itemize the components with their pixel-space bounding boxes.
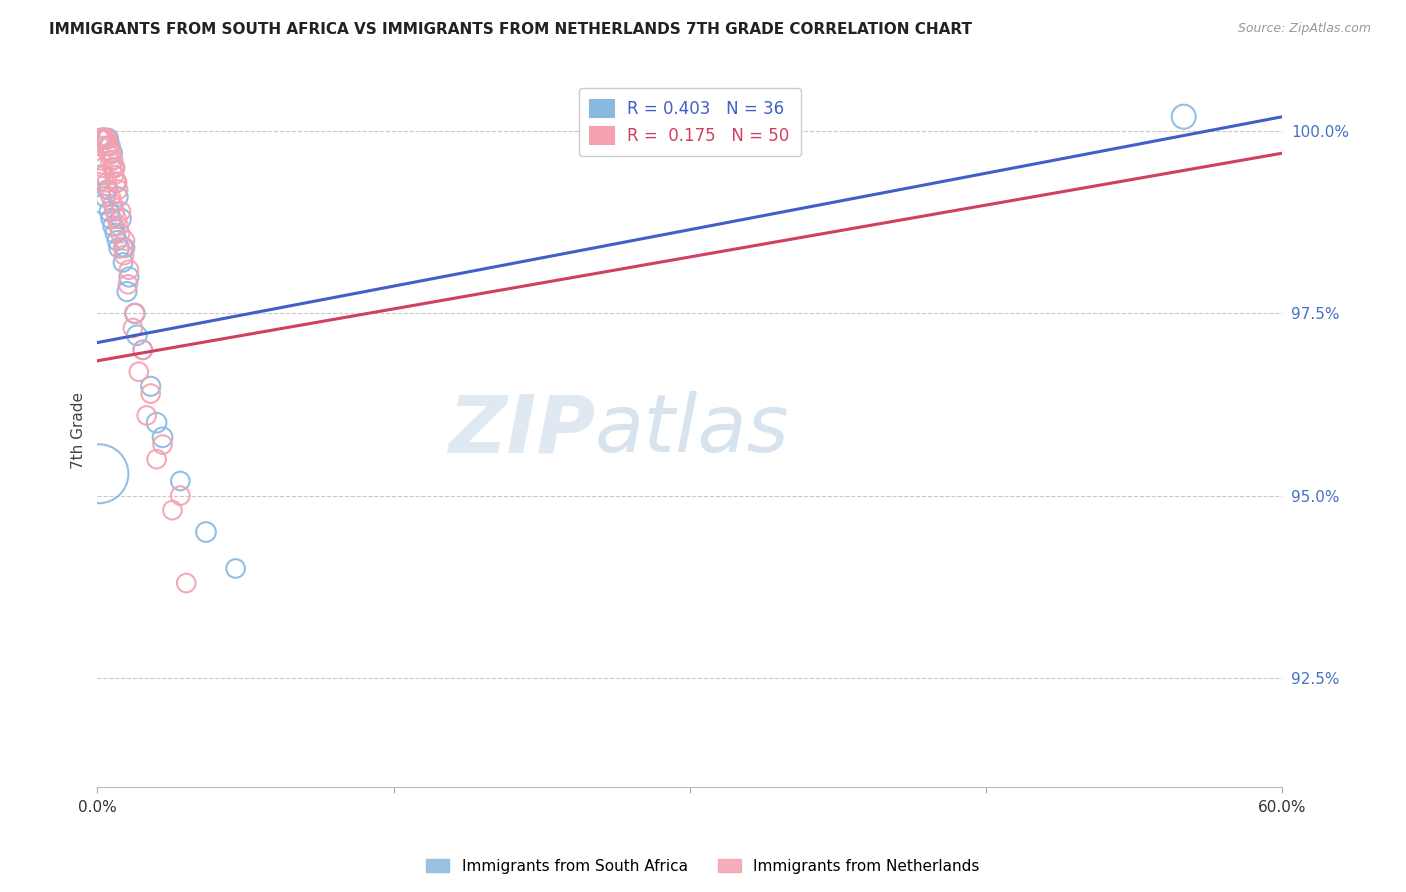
Point [105, 175, 128, 189]
Point [94, 190, 117, 204]
Point [152, 430, 174, 444]
Point [97, 183, 120, 197]
Legend: Immigrants from South Africa, Immigrants from Netherlands: Immigrants from South Africa, Immigrants… [420, 853, 986, 880]
Point [87, 467, 110, 481]
Point [108, 241, 131, 255]
Point [93, 131, 115, 145]
Point [107, 183, 129, 197]
Point [98, 204, 121, 219]
Point [89, 131, 111, 145]
Point [87, 175, 110, 189]
Point [118, 270, 141, 285]
Point [114, 241, 136, 255]
Point [118, 262, 141, 277]
Point [96, 175, 118, 189]
Point [128, 365, 150, 379]
Point [98, 139, 121, 153]
Point [96, 131, 118, 145]
Point [90, 153, 112, 168]
Point [104, 161, 127, 175]
Point [97, 131, 120, 145]
Point [96, 183, 118, 197]
Point [112, 248, 135, 262]
Point [101, 197, 124, 211]
Point [145, 452, 167, 467]
Point [174, 576, 197, 591]
Text: ZIP: ZIP [447, 391, 595, 469]
Point [97, 146, 120, 161]
Point [132, 343, 155, 357]
Point [91, 161, 114, 175]
Point [162, 503, 184, 517]
Point [112, 255, 135, 269]
Point [100, 146, 122, 161]
Point [89, 131, 111, 145]
Point [107, 190, 129, 204]
Point [110, 204, 132, 219]
Point [124, 306, 146, 320]
Point [152, 437, 174, 451]
Point [108, 227, 131, 241]
Point [139, 379, 162, 393]
Point [105, 175, 128, 189]
Point [101, 161, 124, 175]
Point [104, 204, 127, 219]
Y-axis label: 7th Grade: 7th Grade [72, 392, 86, 468]
Point [225, 561, 247, 575]
Point [91, 131, 114, 145]
Point [94, 168, 117, 182]
Point [107, 219, 129, 233]
Point [139, 386, 162, 401]
Point [103, 168, 125, 182]
Point [195, 524, 218, 539]
Text: IMMIGRANTS FROM SOUTH AFRICA VS IMMIGRANTS FROM NETHERLANDS 7TH GRADE CORRELATIO: IMMIGRANTS FROM SOUTH AFRICA VS IMMIGRAN… [49, 22, 972, 37]
Point [91, 131, 114, 145]
Point [100, 190, 122, 204]
Point [110, 211, 132, 226]
Point [89, 139, 111, 153]
Point [145, 416, 167, 430]
Point [101, 146, 124, 161]
Point [125, 328, 148, 343]
Point [117, 277, 139, 292]
Point [103, 161, 125, 175]
Point [90, 168, 112, 182]
Point [96, 139, 118, 153]
Point [96, 131, 118, 145]
Point [101, 219, 124, 233]
Point [132, 343, 155, 357]
Point [93, 131, 115, 145]
Point [169, 474, 191, 488]
Point [135, 409, 157, 423]
Point [1173, 110, 1195, 124]
Point [90, 131, 112, 145]
Point [101, 153, 124, 168]
Point [98, 153, 121, 168]
Point [104, 227, 127, 241]
Text: Source: ZipAtlas.com: Source: ZipAtlas.com [1237, 22, 1371, 36]
Text: atlas: atlas [595, 391, 790, 469]
Point [91, 131, 114, 145]
Point [105, 234, 128, 248]
Point [122, 321, 145, 335]
Legend: R = 0.403   N = 36, R =  0.175   N = 50: R = 0.403 N = 36, R = 0.175 N = 50 [579, 88, 801, 156]
Point [98, 139, 121, 153]
Point [112, 241, 135, 255]
Point [124, 306, 146, 320]
Point [105, 175, 128, 189]
Point [91, 197, 114, 211]
Point [100, 211, 122, 226]
Point [89, 131, 111, 145]
Point [115, 285, 138, 299]
Point [169, 489, 191, 503]
Point [94, 131, 117, 145]
Point [114, 234, 136, 248]
Point [105, 211, 128, 226]
